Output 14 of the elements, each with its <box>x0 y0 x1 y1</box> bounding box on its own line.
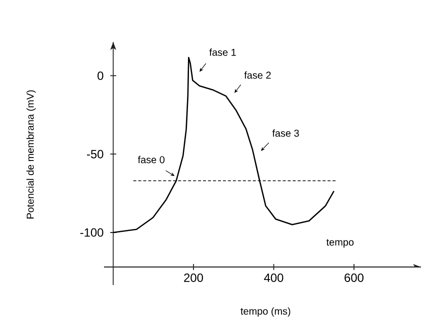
x-tick-label: 200 <box>184 274 203 282</box>
annotation: tempo <box>326 239 354 248</box>
annotation: fase 3 <box>272 129 299 137</box>
x-tick-label: 400 <box>264 274 284 282</box>
line-series <box>112 56 335 234</box>
y-axis-title: Potencial de membrana (mV) <box>26 90 36 218</box>
annotation: fase 1 <box>209 48 236 56</box>
y-tick-label: -100 <box>80 228 104 237</box>
x-axis-title: tempo (ms) <box>240 307 290 317</box>
annotation: fase 0 <box>138 156 165 164</box>
x-tick-label: 600 <box>344 274 364 282</box>
y-tick-label: 0 <box>98 71 104 80</box>
annotation: fase 2 <box>244 71 271 79</box>
y-tick-label: -50 <box>86 150 104 158</box>
